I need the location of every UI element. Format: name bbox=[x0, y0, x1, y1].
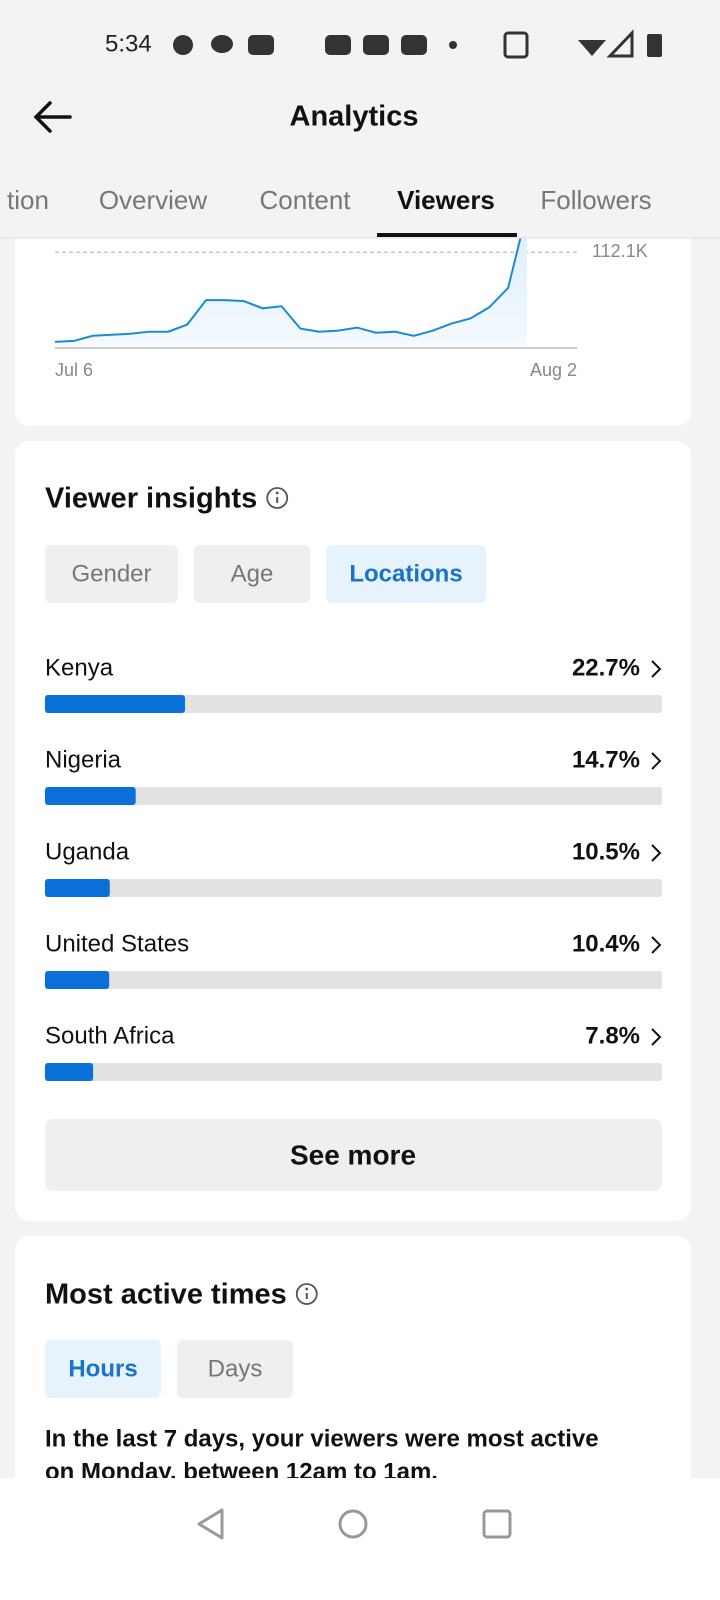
chevron[interactable] bbox=[651, 1028, 662, 1046]
status-time: 5:34 bbox=[105, 30, 152, 57]
scroll-content: 112.1K Jul 6 Aug 2 Viewer insights Gender Age… bbox=[15, 238, 691, 1485]
x-tick-label: Jul 6 bbox=[55, 360, 93, 380]
tab[interactable]: Followers bbox=[540, 185, 651, 215]
x-tick-label: Aug 2 bbox=[530, 360, 577, 380]
location-percent[interactable]: 10.4% bbox=[572, 930, 640, 957]
bar-track bbox=[45, 1063, 662, 1081]
summary-text: In the last 7 days, your viewers were mo… bbox=[45, 1425, 599, 1452]
info-icon[interactable] bbox=[295, 1283, 318, 1305]
bar-track bbox=[45, 971, 662, 989]
summary-text: on Monday, between 12am to 1am. bbox=[45, 1458, 438, 1485]
section-title: Viewer insights bbox=[45, 483, 257, 515]
tab-indicator bbox=[377, 233, 517, 237]
location-name: Uganda bbox=[45, 838, 130, 865]
chip[interactable] bbox=[45, 545, 178, 603]
bar bbox=[45, 695, 186, 713]
chip[interactable] bbox=[177, 1340, 293, 1398]
header-bg bbox=[0, 0, 720, 238]
status-icons bbox=[173, 29, 662, 59]
bar-track bbox=[45, 879, 662, 897]
bar bbox=[45, 1063, 94, 1081]
chip-label[interactable]: Days bbox=[208, 1355, 263, 1382]
info-icon-dot bbox=[275, 491, 279, 495]
chevron[interactable] bbox=[651, 844, 662, 862]
data-line bbox=[54, 238, 522, 343]
nav-recents[interactable] bbox=[482, 1509, 512, 1539]
see-more-label[interactable]: See more bbox=[290, 1139, 416, 1170]
page-title: Analytics bbox=[290, 101, 419, 133]
location-name: Kenya bbox=[45, 654, 114, 681]
chip-label[interactable]: Locations bbox=[349, 560, 462, 587]
section-title: Most active times bbox=[45, 1279, 287, 1311]
nav-home[interactable] bbox=[338, 1509, 368, 1539]
location-name: United States bbox=[45, 930, 189, 957]
active-times-card bbox=[15, 1236, 691, 1478]
y-tick-label: 112.1K bbox=[592, 241, 648, 261]
top-bar: 5:34 Analytics tion Overview Content Viewer… bbox=[0, 0, 720, 239]
info-icon[interactable] bbox=[266, 487, 289, 509]
see-more-button[interactable] bbox=[45, 1119, 662, 1191]
tab[interactable]: Content bbox=[259, 185, 351, 215]
location-percent[interactable]: 10.5% bbox=[572, 838, 640, 865]
chip[interactable] bbox=[326, 545, 486, 603]
bar-track bbox=[45, 695, 662, 713]
chevron[interactable] bbox=[651, 936, 662, 954]
info-icon-dot bbox=[305, 1287, 309, 1291]
location-percent[interactable]: 14.7% bbox=[572, 746, 640, 773]
back-button[interactable] bbox=[33, 101, 72, 133]
tab[interactable]: tion bbox=[7, 185, 49, 215]
chevron[interactable] bbox=[651, 752, 662, 770]
bar-track bbox=[45, 787, 662, 805]
insights-card bbox=[15, 441, 691, 1221]
bar bbox=[45, 879, 110, 897]
nav-back[interactable] bbox=[197, 1508, 224, 1540]
bar bbox=[45, 971, 110, 989]
bar bbox=[45, 787, 136, 805]
bottom-nav bbox=[0, 1478, 720, 1600]
location-name: South Africa bbox=[45, 1022, 175, 1049]
chip[interactable] bbox=[194, 545, 310, 603]
nav-bg bbox=[0, 1478, 720, 1600]
location-percent[interactable]: 22.7% bbox=[572, 654, 640, 681]
tab[interactable]: Overview bbox=[99, 185, 208, 215]
location-percent[interactable]: 7.8% bbox=[585, 1022, 640, 1049]
chip[interactable] bbox=[45, 1340, 161, 1398]
chip-label[interactable]: Age bbox=[231, 560, 274, 587]
location-name: Nigeria bbox=[45, 746, 122, 773]
line-area bbox=[55, 238, 527, 348]
tab[interactable]: Viewers bbox=[397, 185, 495, 215]
chip-label[interactable]: Hours bbox=[68, 1355, 137, 1382]
chip-label[interactable]: Gender bbox=[71, 560, 151, 587]
chevron[interactable] bbox=[651, 660, 662, 678]
